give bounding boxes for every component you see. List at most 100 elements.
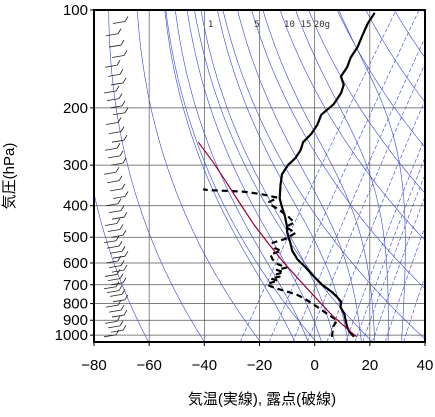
wind-barb-feather [117,316,120,321]
wind-barb [113,191,128,198]
mixing-ratio-line [346,10,435,342]
wind-barb-feather [120,274,123,279]
wind-barb-shaft [105,274,117,276]
wind-barb-feather [120,321,123,326]
wind-barb-feather [116,167,119,172]
wind-barb-feather [121,40,124,45]
wind-barb-feather [125,16,128,21]
wind-barb-shaft [109,211,121,213]
mixing-ratio-label: 10 [284,20,295,30]
mixing-ratio-line [327,10,435,342]
y-tick-label: 100 [63,2,88,19]
wind-barb [111,230,126,237]
x-tick-label: −80 [81,357,106,374]
wind-barb-feather [121,127,124,132]
wind-barb-feather [121,206,124,211]
grid [94,10,425,342]
mixing-ratio-label: 5 [254,20,259,30]
wind-barb-shaft [109,132,121,134]
moist-adiabat-line [238,10,362,342]
y-tick-label: 1000 [55,327,88,344]
wind-barb [105,143,120,150]
mixing-ratio-line [293,10,435,342]
dry-adiabat-line [252,10,435,342]
wind-barbs [104,16,128,336]
x-tick-label: 20 [361,357,378,374]
wind-barb-shaft [110,189,122,191]
wind-barb-feather [118,29,121,34]
wind-barb [110,289,125,296]
wind-barb [109,261,124,268]
wind-barb-feather [124,265,127,270]
wind-barb [113,16,128,23]
wind-barb-feather [124,310,127,315]
y-tick-label: 700 [63,277,88,294]
wind-barb [104,86,119,93]
wind-barb-shaft [108,326,120,328]
wind-barb-shaft [105,223,117,225]
wind-barb-feather [117,218,120,223]
wind-barb-shaft [107,99,119,101]
dry-adiabat-line [166,10,317,342]
wind-barb [110,101,125,108]
wind-barb [108,151,123,158]
dry-adiabat-line [223,10,428,342]
wind-barb-shaft [104,172,116,174]
wind-barb [112,212,127,219]
wind-barb [109,40,124,47]
wind-barb [105,316,120,323]
wind-barb-shaft [106,34,118,36]
dry-adiabat-line [137,10,260,342]
wind-barb-feather [120,224,123,229]
wind-barb-feather [120,69,123,74]
wind-barb [109,127,124,134]
y-axis-label: 気圧(hPa) [1,143,18,210]
wind-barb [105,218,120,225]
wind-barb-feather [123,278,126,283]
wind-barb-shaft [112,56,124,58]
wind-barb [105,60,120,67]
wind-barb [104,167,119,174]
wind-barb-feather [119,241,122,246]
dry-adiabat-line [280,10,435,342]
y-tick-label: 400 [63,198,88,215]
wind-barb [108,69,123,76]
wind-barb [113,108,128,115]
mixing-ratio-label: 20g [314,20,330,30]
wind-barb-feather [125,191,128,196]
wind-barb [111,158,126,165]
wind-barb-feather [122,184,125,189]
wind-barb-feather [119,286,122,291]
wind-barb-feather [123,325,126,330]
wind-barb-shaft [108,156,120,158]
profile-series [198,13,374,337]
wind-barb-feather [119,94,122,99]
wind-barb [112,51,127,58]
dry-adiabat-line [337,10,435,342]
wind-barb-feather [124,212,127,217]
wind-barb-shaft [112,315,124,317]
background-lines [79,10,435,342]
wind-barb [112,135,127,142]
wind-barb-feather [124,135,127,140]
wind-barb-shaft [109,310,121,312]
wind-barb-shaft [113,113,125,115]
wind-barb [105,269,120,276]
wind-barb-shaft [110,251,122,253]
wind-barb [106,29,121,36]
wind-barb [104,330,119,337]
wind-barb-feather [125,251,128,256]
temperature-line [280,13,375,337]
wind-barb-feather [120,151,123,156]
wind-barb-shaft [113,21,125,23]
wind-barb-feather [117,60,120,65]
wind-barb-feather [122,289,125,294]
x-tick-label: 0 [310,357,318,374]
x-tick-label: −20 [247,357,272,374]
wind-barb-feather [123,230,126,235]
wind-barb-feather [122,246,125,251]
wind-barb-shaft [110,294,122,296]
